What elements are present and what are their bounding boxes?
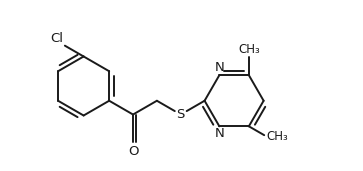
Text: O: O [128,145,138,158]
Text: N: N [215,61,224,74]
Text: CH₃: CH₃ [238,43,260,56]
Text: CH₃: CH₃ [266,130,288,143]
Text: N: N [215,127,224,140]
Text: S: S [176,108,185,121]
Text: Cl: Cl [50,32,63,45]
